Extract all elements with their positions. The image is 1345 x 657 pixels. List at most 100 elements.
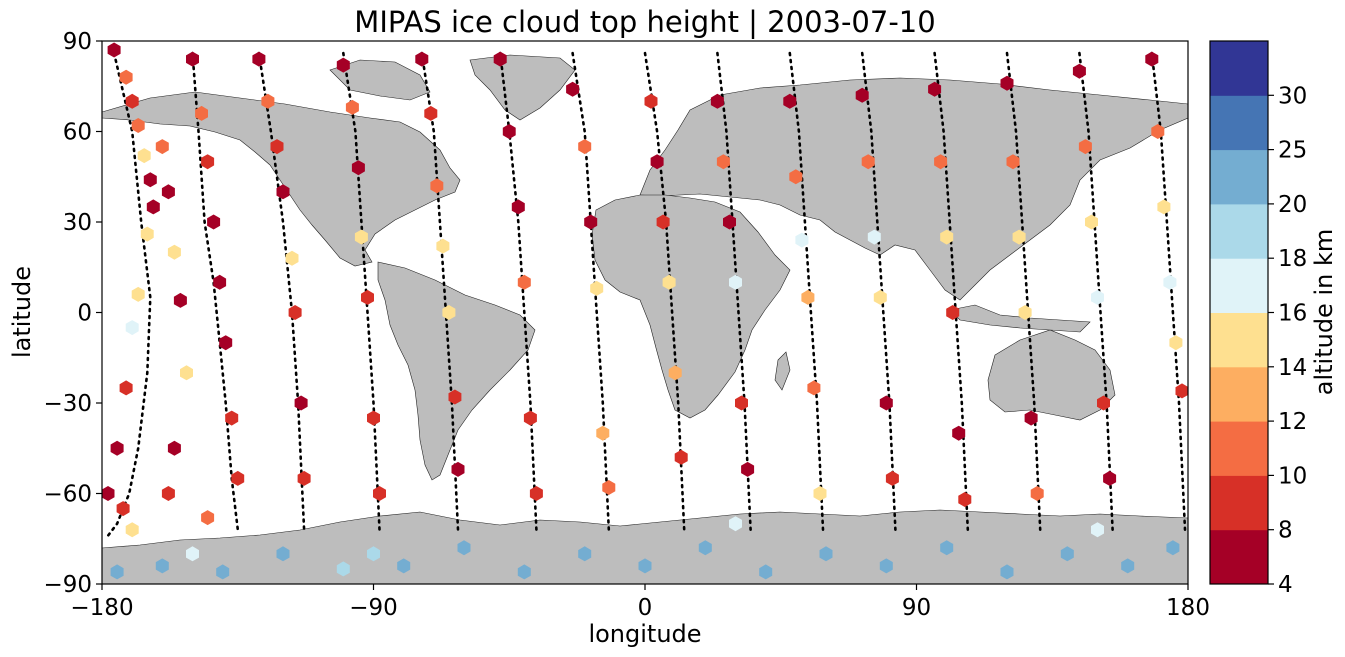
colorbar-swatch — [1210, 529, 1268, 585]
cloud-point — [155, 558, 169, 574]
y-axis: 90 60 30 0 −30 −60 −90 — [43, 29, 102, 598]
orbit-track — [1078, 51, 1114, 532]
cloud-point — [729, 516, 742, 532]
y-tick-label: −60 — [43, 482, 92, 508]
y-axis-label: latitude — [8, 266, 36, 358]
orbit-track — [191, 51, 240, 532]
y-tick-label: −30 — [43, 391, 92, 417]
cloud-point — [276, 184, 290, 200]
cloud-point — [723, 214, 736, 230]
cloud-point — [110, 440, 124, 456]
orbit-track — [788, 51, 825, 532]
x-tick-label: 180 — [1166, 595, 1210, 621]
cloud-point — [1000, 564, 1014, 580]
cloud-point — [161, 184, 175, 200]
cloud-point — [451, 461, 465, 477]
cloud-point — [578, 546, 592, 562]
cloud-point — [131, 118, 145, 133]
y-tick-label: 90 — [63, 29, 92, 55]
cloud-point — [294, 395, 308, 411]
cloud-point — [807, 380, 821, 396]
colorbar-tick-label: 14 — [1278, 355, 1307, 381]
cloud-point — [795, 232, 809, 248]
land-greenland — [469, 54, 576, 121]
y-tick-label: 60 — [63, 120, 92, 146]
cloud-point — [928, 81, 942, 97]
cloud-point — [1072, 63, 1086, 79]
cloud-point — [759, 564, 773, 580]
cloud-point — [186, 546, 199, 562]
cloud-point — [1006, 154, 1020, 170]
colorbar-tick-label: 10 — [1278, 463, 1307, 489]
x-axis-label: longitude — [588, 620, 701, 648]
cloud-points — [102, 42, 1188, 580]
cloud-point — [710, 93, 724, 109]
cloud-point — [161, 486, 175, 501]
cloud-point — [354, 229, 368, 245]
cloud-point — [855, 87, 869, 103]
cloud-point — [783, 93, 797, 109]
land-north-america — [102, 91, 461, 267]
cloud-point — [195, 105, 208, 121]
cloud-point — [125, 320, 139, 336]
cloud-point — [119, 69, 133, 85]
cloud-point — [146, 199, 160, 215]
y-tick-label: 30 — [63, 210, 92, 236]
cloud-point — [201, 510, 215, 526]
cloud-point — [517, 564, 531, 580]
cloud-point — [934, 154, 948, 170]
cloud-point — [873, 289, 887, 305]
cloud-point — [180, 365, 193, 381]
orbit-track — [257, 51, 306, 532]
cloud-point — [107, 42, 121, 58]
cloud-point — [698, 540, 712, 556]
cloud-point — [879, 558, 893, 574]
colorbar-tick-label: 20 — [1278, 192, 1307, 218]
cloud-point — [523, 410, 537, 426]
cloud-point — [1030, 486, 1044, 501]
cloud-point — [493, 51, 507, 67]
cloud-point — [656, 214, 670, 230]
colorbar-tick-label: 16 — [1278, 301, 1307, 327]
cloud-point — [813, 486, 827, 501]
cloud-point — [946, 305, 960, 320]
cloud-point — [1024, 410, 1038, 426]
orbit-track — [643, 51, 686, 532]
colorbar-tick-label: 4 — [1278, 572, 1293, 598]
x-tick-label: 90 — [902, 595, 931, 621]
cloud-point — [1169, 335, 1183, 351]
cloud-point — [801, 289, 815, 305]
cloud-point — [590, 280, 604, 296]
colorbar-swatch — [1210, 41, 1268, 96]
cloud-point — [201, 154, 215, 170]
cloud-point — [119, 380, 133, 396]
cloud-point — [502, 124, 516, 139]
orbit-track — [1005, 51, 1042, 532]
cloud-point — [674, 449, 688, 465]
colorbar-swatch — [1210, 312, 1268, 368]
orbit-track — [860, 51, 897, 532]
cloud-point — [361, 289, 374, 305]
cloud-point — [261, 93, 275, 109]
cloud-point — [1157, 199, 1171, 215]
cloud-point — [1175, 383, 1188, 399]
cloud-point — [1085, 214, 1098, 230]
cloud-point — [644, 93, 658, 109]
y-tick-label: 0 — [77, 301, 92, 327]
cloud-point — [596, 425, 610, 441]
cloud-point — [879, 395, 893, 411]
cloud-point — [1163, 274, 1177, 290]
cloud-point — [231, 470, 245, 486]
cloud-point — [511, 199, 525, 215]
colorbar-swatch — [1210, 258, 1268, 313]
cloud-point — [116, 501, 130, 517]
cloud-point — [1000, 75, 1014, 91]
cloud-point — [741, 461, 755, 477]
cloud-point — [448, 389, 462, 405]
cloud-point — [167, 244, 181, 260]
land-canada-islands — [329, 59, 431, 101]
cloud-point — [415, 51, 429, 67]
orbit-track — [1150, 51, 1187, 532]
cloud-point — [1012, 229, 1026, 245]
land-africa — [591, 194, 791, 419]
